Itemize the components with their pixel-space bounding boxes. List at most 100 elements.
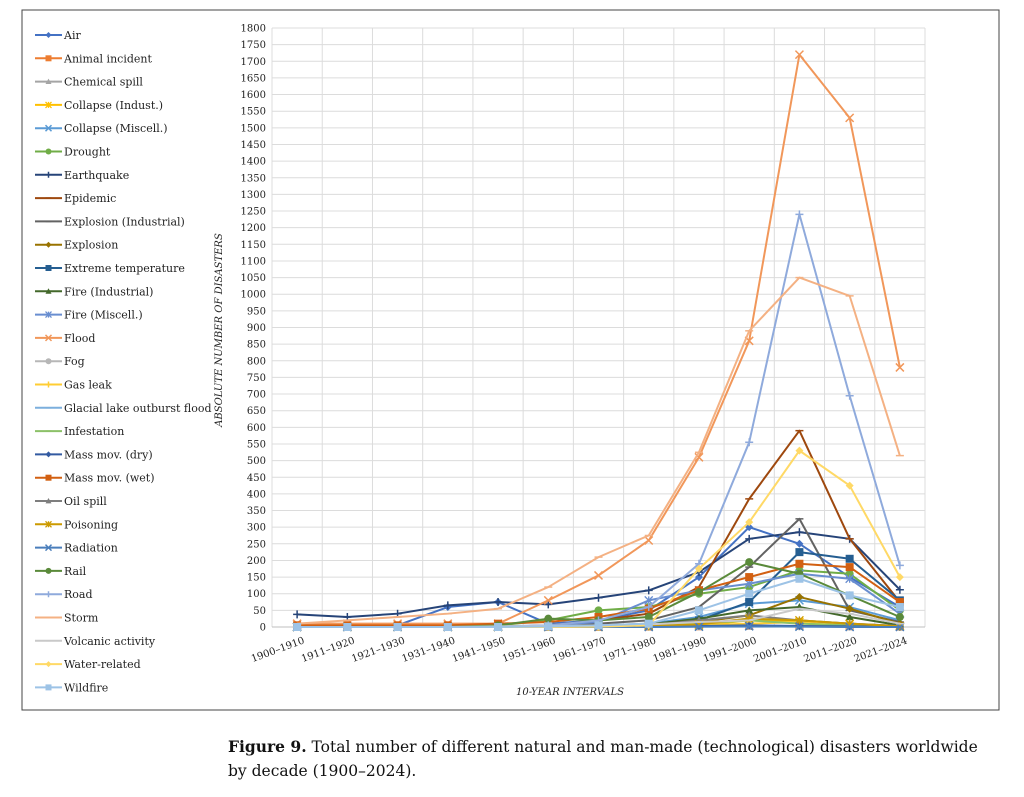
x-axis-title: 10-YEAR INTERVALS — [516, 687, 624, 698]
data-point-flood — [543, 595, 553, 605]
y-tick-label: 900 — [247, 323, 266, 334]
y-tick-label: 1500 — [241, 123, 266, 134]
legend-item-explosion-industrial: Explosion (Industrial) — [35, 215, 185, 228]
data-point-rail — [694, 588, 703, 597]
data-point-earthquake — [544, 600, 553, 609]
data-point-mass-mov-wet — [795, 559, 804, 568]
legend-item-earthquake: Earthquake — [35, 169, 129, 182]
legend-item-volcanic-activity: Volcanic activity — [35, 635, 156, 648]
data-point-extreme-temperature — [795, 548, 804, 557]
data-point-drought — [594, 606, 603, 615]
legend-marker-square-icon — [45, 265, 52, 271]
y-tick-label: 100 — [247, 589, 266, 600]
data-point-rail — [644, 613, 653, 622]
legend-item-animal-incident: Animal incident — [35, 52, 152, 65]
data-point-radiation — [794, 622, 804, 632]
data-point-road — [745, 438, 754, 447]
legend-item-radiation: Radiation — [35, 542, 118, 555]
legend-label: Mass mov. (dry) — [64, 448, 153, 461]
y-tick-label: 750 — [247, 373, 266, 384]
data-point-earthquake — [293, 610, 302, 619]
y-tick-label: 0 — [260, 623, 266, 634]
data-point-flood — [895, 362, 905, 372]
legend-item-infestation: Infestation — [35, 425, 124, 438]
data-point-wildfire — [594, 621, 603, 630]
legend-marker-square-icon — [45, 474, 52, 481]
data-point-flood — [644, 535, 654, 546]
y-tick-label: 1200 — [241, 223, 266, 234]
y-tick-label: 950 — [247, 306, 266, 317]
legend-marker-circle-icon — [45, 358, 52, 365]
data-point-extreme-temperature — [845, 554, 854, 563]
data-point-wildfire — [544, 622, 553, 631]
data-point-flood — [794, 50, 804, 60]
y-tick-label: 250 — [247, 539, 266, 550]
data-point-wildfire — [795, 574, 804, 583]
legend-label: Animal incident — [63, 52, 152, 65]
y-tick-label: 1300 — [241, 190, 266, 201]
y-tick-label: 500 — [247, 456, 266, 467]
y-tick-label: 350 — [247, 506, 266, 517]
legend-label: Fire (Industrial) — [64, 285, 153, 298]
data-point-wildfire — [393, 623, 402, 631]
series-earthquake — [293, 528, 904, 622]
y-tick-label: 1550 — [241, 107, 266, 118]
legend-item-road: Road — [35, 588, 93, 601]
legend-item-collapse-miscell: Collapse (Miscell.) — [35, 122, 168, 135]
data-point-radiation — [845, 622, 855, 632]
y-tick-label: 150 — [247, 573, 266, 584]
legend-item-glacial-lake-outburst-flood: Glacial lake outburst flood — [35, 402, 212, 415]
legend-label: Air — [63, 29, 81, 42]
legend-item-fog: Fog — [35, 355, 85, 368]
legend-label: Infestation — [64, 425, 124, 438]
legend-label: Road — [64, 588, 93, 601]
legend-marker-plus-icon — [45, 171, 52, 178]
data-point-wildfire — [494, 623, 503, 631]
legend-label: Flood — [64, 332, 95, 345]
y-tick-label: 1450 — [241, 140, 266, 151]
legend-item-water-related: Water-related — [35, 658, 141, 671]
data-point-wildfire — [895, 603, 904, 612]
data-point-wildfire — [745, 589, 754, 598]
data-point-road — [895, 561, 904, 570]
data-point-rail — [895, 613, 904, 622]
data-point-road — [845, 391, 854, 400]
data-point-extreme-temperature — [745, 598, 754, 607]
y-tick-label: 1250 — [241, 207, 266, 218]
legend-marker-xbar-icon — [45, 520, 52, 528]
legend-item-mass-mov-wet: Mass mov. (wet) — [35, 472, 155, 485]
y-tick-label: 50 — [253, 606, 266, 617]
data-point-wildfire — [293, 623, 302, 631]
legend-marker-triangle-icon — [45, 498, 52, 504]
legend-marker-star-icon — [44, 124, 53, 132]
y-tick-label: 800 — [247, 356, 266, 367]
y-tick-label: 600 — [247, 423, 266, 434]
legend-label: Explosion — [64, 239, 118, 252]
legend-item-collapse-indust: Collapse (Indust.) — [35, 99, 163, 112]
legend-label: Extreme temperature — [64, 262, 185, 275]
legend-marker-xbar-icon — [45, 311, 52, 319]
y-tick-label: 1600 — [241, 90, 266, 101]
data-point-earthquake — [795, 528, 804, 537]
legend-marker-plus-icon — [45, 591, 52, 598]
legend-item-chemical-spill: Chemical spill — [35, 76, 143, 89]
data-point-flood — [845, 113, 855, 123]
legend-label: Wildfire — [64, 681, 108, 694]
y-tick-label: 850 — [247, 340, 266, 351]
y-tick-label: 1750 — [241, 40, 266, 51]
legend-label: Storm — [64, 612, 99, 625]
legend-label: Gas leak — [64, 379, 112, 392]
data-point-water-related — [795, 446, 804, 455]
y-tick-label: 650 — [247, 406, 266, 417]
data-point-explosion — [795, 593, 804, 602]
y-tick-label: 550 — [247, 439, 266, 450]
legend: Air Animal incident Chemical spill Collapse… — [35, 29, 212, 694]
data-point-fire-miscell — [845, 574, 855, 584]
legend-label: Water-related — [64, 658, 141, 671]
legend-label: Glacial lake outburst flood — [64, 402, 212, 415]
legend-label: Radiation — [64, 542, 118, 555]
legend-label: Rail — [64, 565, 87, 578]
legend-item-gas-leak: Gas leak — [35, 379, 112, 392]
legend-label: Chemical spill — [64, 76, 143, 89]
legend-marker-star-icon — [44, 334, 53, 342]
